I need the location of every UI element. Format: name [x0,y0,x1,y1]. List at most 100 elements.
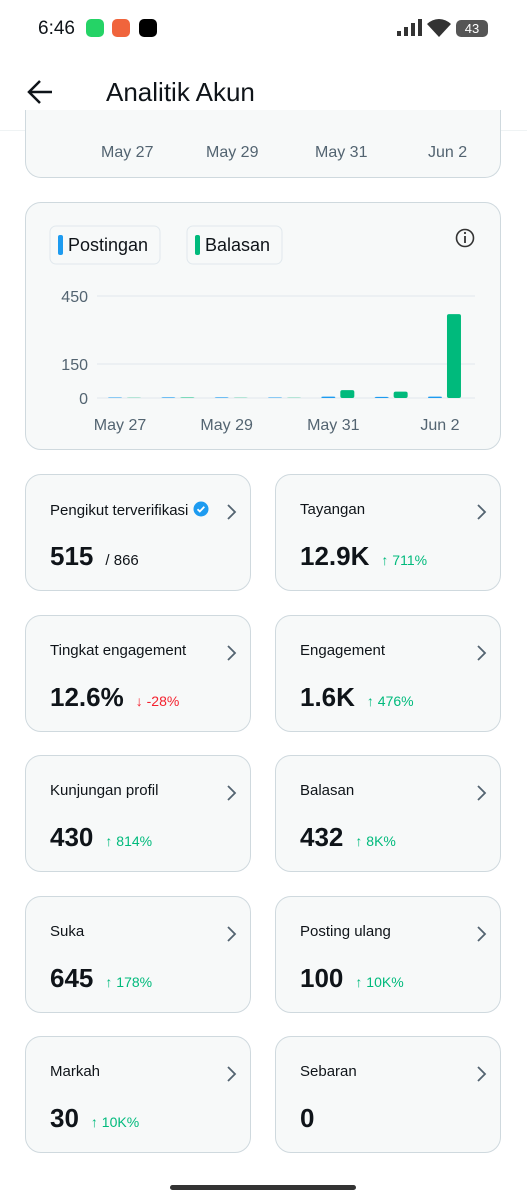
page-title: Analitik Akun [106,77,255,107]
stat-card[interactable]: Pengikut terverifikasi 515 / 866 [25,474,251,591]
card-title: Tingkat engagement [50,642,186,659]
card-title-text: Kunjungan profil [50,782,159,799]
x-tick-label: May 27 [94,417,147,434]
card-change: ↑ 10K% [355,974,404,990]
card-title: Balasan [300,782,354,799]
stat-card[interactable]: Markah 30 ↑ 10K% [25,1036,251,1153]
back-button[interactable] [26,78,56,106]
info-icon [463,231,467,235]
y-tick-label: 150 [61,357,88,374]
card-value-text: 12.9K [300,541,370,571]
bar [427,396,442,398]
chevron [477,926,487,942]
y-tick-label: 450 [61,289,88,306]
card-title-text: Engagement [300,642,386,659]
badge-check [197,506,206,513]
chevron-path [477,645,487,661]
chevron [227,785,237,801]
x-tick-label: May 31 [315,144,368,161]
stat-card[interactable]: Balasan 432 ↑ 8K% [275,755,501,872]
card-title-text: Balasan [300,782,355,799]
card-title-text: Tayangan [300,501,366,518]
card-value-text: 1.6K [300,682,355,712]
card-title-text: Suka [50,923,85,940]
signal-icon [397,19,422,36]
bar [393,391,408,398]
chevron-path [227,785,237,801]
card-title: Engagement [300,642,385,659]
card-title: Sebaran [300,1063,357,1080]
card-value: 12.9K ↑ 711% [300,541,427,572]
card-title-text: Markah [50,1063,101,1080]
card-title: Tayangan [300,501,365,518]
card-value: 100 ↑ 10K% [300,963,404,994]
verified-badge [193,501,209,517]
card-value-text: 432 [300,822,344,852]
card-value: 645 ↑ 178% [50,963,152,994]
legend-swatch [58,235,63,255]
stat-card[interactable]: Suka 645 ↑ 178% [25,896,251,1013]
chevron-path [477,1066,487,1082]
chevron-path [227,1066,237,1082]
card-value: 12.6% ↓ -28% [50,682,179,713]
y-tick-label: 0 [79,391,88,408]
card-change: ↑ 8K% [355,833,396,849]
card-title-text: Sebaran [300,1063,357,1080]
card-value-text: 0 [300,1103,315,1133]
card-value-text: 645 [50,963,94,993]
bar [321,396,336,398]
card-title-text: Tingkat engagement [50,642,187,659]
chevron [477,1066,487,1082]
stat-card[interactable]: Tayangan 12.9K ↑ 711% [275,474,501,591]
legend-label: Balasan [205,235,270,255]
info-icon [455,228,475,248]
card-total: / 866 [105,552,139,569]
card-value-text: 430 [50,822,94,852]
card-value: 0 [300,1103,314,1134]
card-title-text: Pengikut terverifikasi [50,502,189,519]
card-value-text: 100 [300,963,344,993]
bar [340,390,355,398]
x-tick-label: Jun 2 [428,144,468,161]
bar [446,314,461,398]
app-icon [86,19,104,37]
wifi-icon [427,19,451,37]
chevron [477,504,487,520]
stat-card[interactable]: Tingkat engagement 12.6% ↓ -28% [25,615,251,732]
card-change: ↑ 10K% [90,1114,140,1130]
chevron-path [227,926,237,942]
card-change: ↑ 178% [105,974,153,990]
previous-chart-axis: May 27 May 29 May 31 Jun 2 [25,144,501,164]
legend-box [186,225,283,265]
card-value: 432 ↑ 8K% [300,822,396,853]
stat-card[interactable]: Engagement 1.6K ↑ 476% [275,615,501,732]
chevron-path [227,645,237,661]
card-title: Kunjungan profil [50,782,158,799]
x-tick-label: May 31 [307,417,360,434]
chevron [227,645,237,661]
card-title: Markah [50,1063,100,1080]
legend-box [49,225,161,265]
chevron-path [477,785,487,801]
chevron-path [477,926,487,942]
card-change: ↑ 711% [381,552,428,568]
chart: 0 150 450 Postingan Balasan May 27 May 29 May 3… [49,225,475,434]
card-title: Posting ulang [300,923,391,940]
card-change: ↑ 814% [105,833,153,849]
card-value: 1.6K ↑ 476% [300,682,414,713]
chevron-path [477,504,487,520]
card-value: 430 ↑ 814% [50,822,152,853]
app-icon [112,19,130,37]
home-indicator [170,1185,356,1190]
chevron [477,645,487,661]
status-time: 6:46 [38,18,75,39]
previous-chart-card [25,110,501,178]
x-tick-label: Jun 2 [420,417,459,434]
chevron [477,785,487,801]
stat-card[interactable]: Sebaran 0 [275,1036,501,1153]
stat-card[interactable]: Posting ulang 100 ↑ 10K% [275,896,501,1013]
bar [214,397,229,398]
stat-card[interactable]: Kunjungan profil 430 ↑ 814% [25,755,251,872]
bar [161,397,176,398]
chevron [227,926,237,942]
